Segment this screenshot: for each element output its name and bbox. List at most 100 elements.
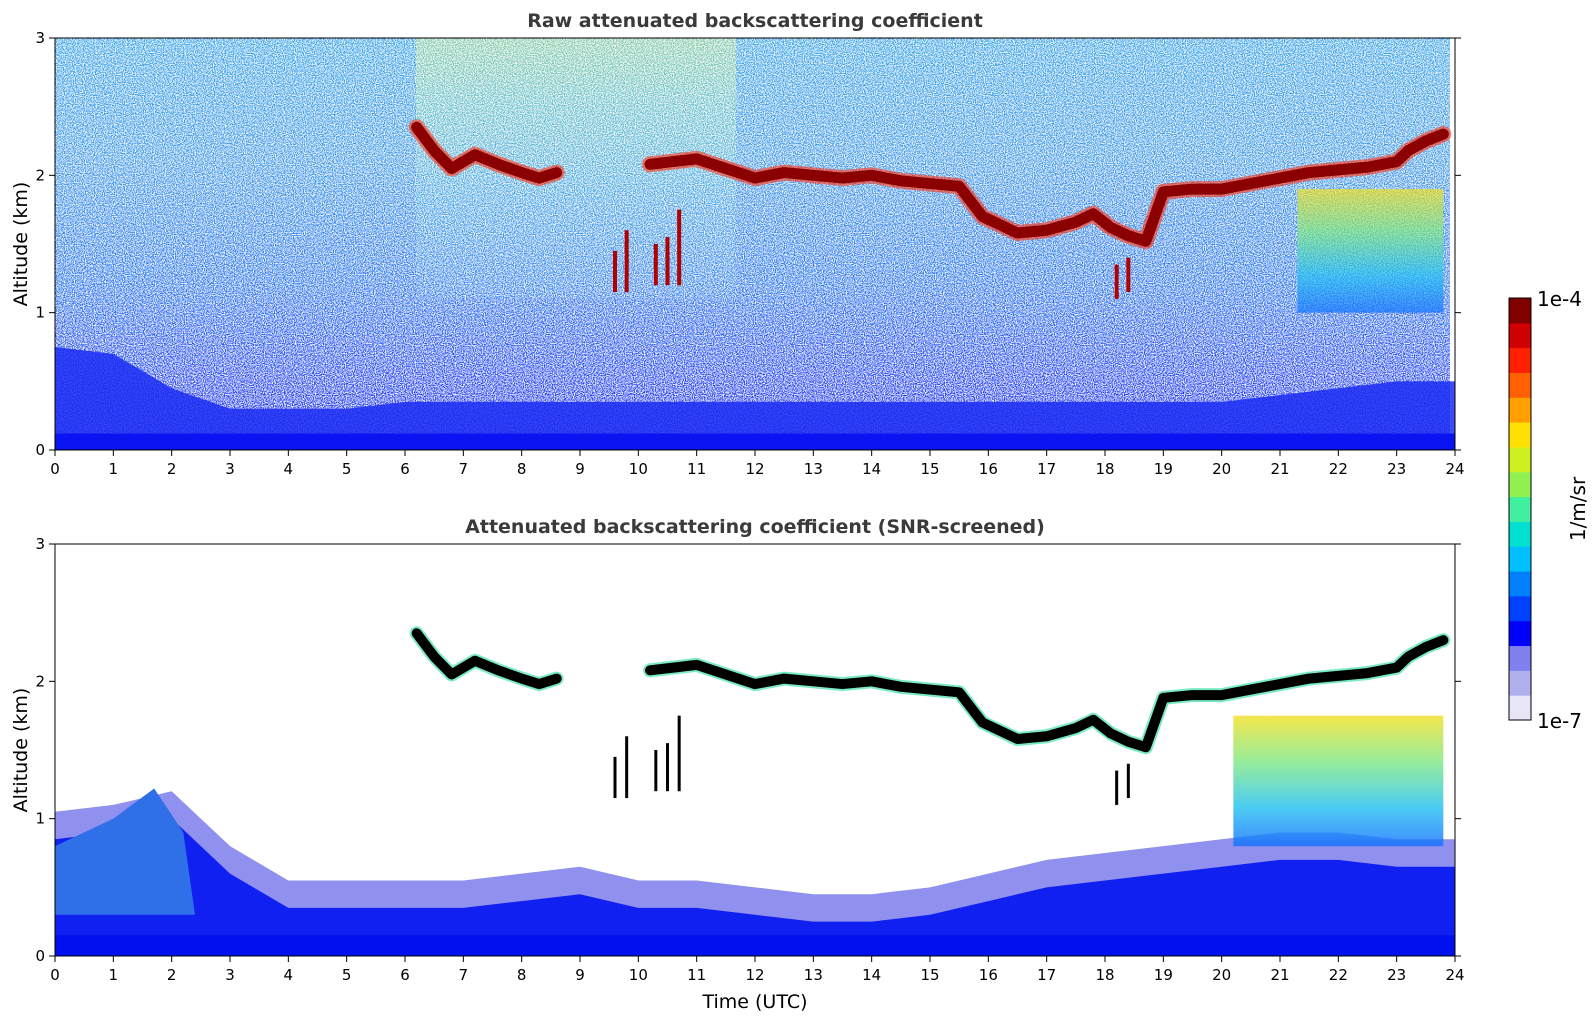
raw-x-tick-label: 8	[517, 460, 527, 478]
raw-x-tick-label: 10	[629, 460, 648, 478]
raw-x-tick-label: 24	[1445, 460, 1464, 478]
screened-x-tick-label: 23	[1387, 966, 1406, 984]
screened-y-axis-label: Altitude (km)	[10, 688, 32, 813]
colorbar-segment	[1509, 347, 1531, 373]
colorbar-segment	[1509, 397, 1531, 423]
screened-x-tick-label: 16	[979, 966, 998, 984]
screened-surface-layer	[55, 935, 1455, 956]
screened-x-tick-label: 6	[400, 966, 410, 984]
colorbar-segment	[1509, 521, 1531, 547]
raw-panel: Raw attenuated backscattering coefficien…	[10, 10, 1465, 478]
screened-x-tick-label: 22	[1329, 966, 1348, 984]
raw-y-axis-label: Altitude (km)	[10, 182, 32, 307]
raw-panel-title: Raw attenuated backscattering coefficien…	[527, 10, 983, 32]
raw-boundary-layer	[55, 347, 1455, 450]
raw-x-tick-label: 11	[687, 460, 706, 478]
colorbar-frame	[1508, 297, 1532, 721]
raw-x-tick-label: 14	[862, 460, 881, 478]
screened-x-tick-label: 12	[745, 966, 764, 984]
raw-y-tick-label: 3	[35, 29, 45, 47]
screened-y-tick-label: 0	[35, 947, 45, 965]
screened-x-tick-label: 3	[225, 966, 235, 984]
raw-y-tick-label: 0	[35, 441, 45, 459]
screened-x-tick-label: 9	[575, 966, 585, 984]
raw-x-tick-label: 15	[920, 460, 939, 478]
screened-x-tick-label: 5	[342, 966, 352, 984]
screened-y-tick-label: 2	[35, 672, 45, 690]
colorbar-segment	[1509, 670, 1531, 696]
raw-x-tick-label: 21	[1270, 460, 1289, 478]
colorbar-segment	[1509, 645, 1531, 671]
raw-x-tick-label: 0	[50, 460, 60, 478]
screened-panel: Attenuated backscattering coefficient (S…	[10, 516, 1465, 1013]
raw-x-tick-label: 9	[575, 460, 585, 478]
screened-x-tick-label: 4	[284, 966, 294, 984]
screened-x-tick-label: 0	[50, 966, 60, 984]
colorbar-segment	[1509, 595, 1531, 622]
screened-x-tick-label: 8	[517, 966, 527, 984]
colorbar-segment	[1509, 546, 1531, 572]
raw-x-tick-label: 18	[1095, 460, 1114, 478]
raw-x-tick-label: 20	[1212, 460, 1231, 478]
colorbar-segment	[1509, 422, 1531, 448]
screened-y-tick-label: 1	[35, 810, 45, 828]
screened-morning-aerosol	[55, 788, 195, 915]
raw-x-tick-label: 7	[459, 460, 469, 478]
colorbar-segment	[1509, 446, 1531, 473]
colorbar-segment	[1509, 471, 1531, 498]
colorbar-segment	[1509, 620, 1531, 647]
colorbar-segment	[1509, 298, 1531, 324]
x-axis-label: Time (UTC)	[701, 991, 807, 1013]
raw-x-tick-label: 4	[284, 460, 294, 478]
raw-virga	[1297, 189, 1444, 313]
raw-x-tick-label: 6	[400, 460, 410, 478]
screened-x-tick-label: 10	[629, 966, 648, 984]
raw-x-tick-label: 13	[804, 460, 823, 478]
colorbar-title: 1/m/sr	[1566, 476, 1590, 541]
raw-x-tick-label: 17	[1037, 460, 1056, 478]
raw-speckle	[55, 38, 1450, 450]
raw-y-tick-label: 1	[35, 304, 45, 322]
raw-heatmap	[55, 38, 1455, 450]
raw-surface-layer	[55, 433, 1455, 450]
screened-x-tick-label: 14	[862, 966, 881, 984]
colorbar-segment	[1509, 695, 1531, 721]
screened-x-tick-label: 20	[1212, 966, 1231, 984]
screened-x-tick-label: 18	[1095, 966, 1114, 984]
screened-x-tick-label: 21	[1270, 966, 1289, 984]
screened-virga	[1233, 715, 1444, 847]
raw-cloud-layer	[411, 121, 1449, 247]
screened-x-tick-label: 2	[167, 966, 177, 984]
screened-y-tick-label: 3	[35, 535, 45, 553]
screened-x-tick-label: 7	[459, 966, 469, 984]
screened-panel-title: Attenuated backscattering coefficient (S…	[465, 516, 1045, 538]
colorbar-segment	[1509, 571, 1531, 597]
screened-cloud-layer	[411, 628, 1449, 753]
screened-x-tick-label: 15	[920, 966, 939, 984]
screened-x-tick-label: 13	[804, 966, 823, 984]
raw-x-tick-label: 5	[342, 460, 352, 478]
colorbar: 1e-4 1e-7 1/m/sr	[1508, 287, 1590, 733]
colorbar-min-label: 1e-7	[1537, 709, 1582, 733]
raw-x-tick-label: 2	[167, 460, 177, 478]
colorbar-segment	[1509, 372, 1531, 398]
screened-x-tick-label: 11	[687, 966, 706, 984]
screened-x-tick-label: 24	[1445, 966, 1464, 984]
screened-x-tick-label: 19	[1154, 966, 1173, 984]
raw-x-tick-label: 16	[979, 460, 998, 478]
raw-y-tick-label: 2	[35, 166, 45, 184]
raw-x-tick-label: 19	[1154, 460, 1173, 478]
colorbar-max-label: 1e-4	[1537, 287, 1582, 311]
screened-x-tick-label: 1	[109, 966, 119, 984]
colorbar-segment	[1509, 496, 1531, 522]
colorbar-segment	[1509, 322, 1531, 349]
screened-aerosol-layer	[55, 818, 1455, 956]
raw-x-tick-label: 22	[1329, 460, 1348, 478]
raw-x-tick-label: 3	[225, 460, 235, 478]
raw-x-tick-label: 23	[1387, 460, 1406, 478]
raw-x-tick-label: 12	[745, 460, 764, 478]
screened-x-tick-label: 17	[1037, 966, 1056, 984]
screened-heatmap	[55, 544, 1455, 956]
raw-x-tick-label: 1	[109, 460, 119, 478]
